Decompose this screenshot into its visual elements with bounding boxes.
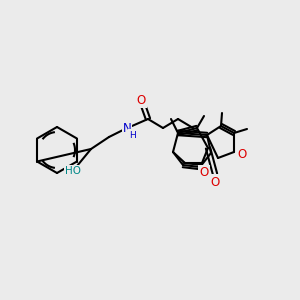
Text: O: O	[237, 148, 247, 161]
Text: N: N	[123, 122, 131, 134]
Text: HO: HO	[65, 166, 81, 176]
Text: O: O	[200, 167, 208, 179]
Text: O: O	[210, 176, 220, 188]
Text: H: H	[129, 130, 135, 140]
Text: O: O	[136, 94, 146, 106]
